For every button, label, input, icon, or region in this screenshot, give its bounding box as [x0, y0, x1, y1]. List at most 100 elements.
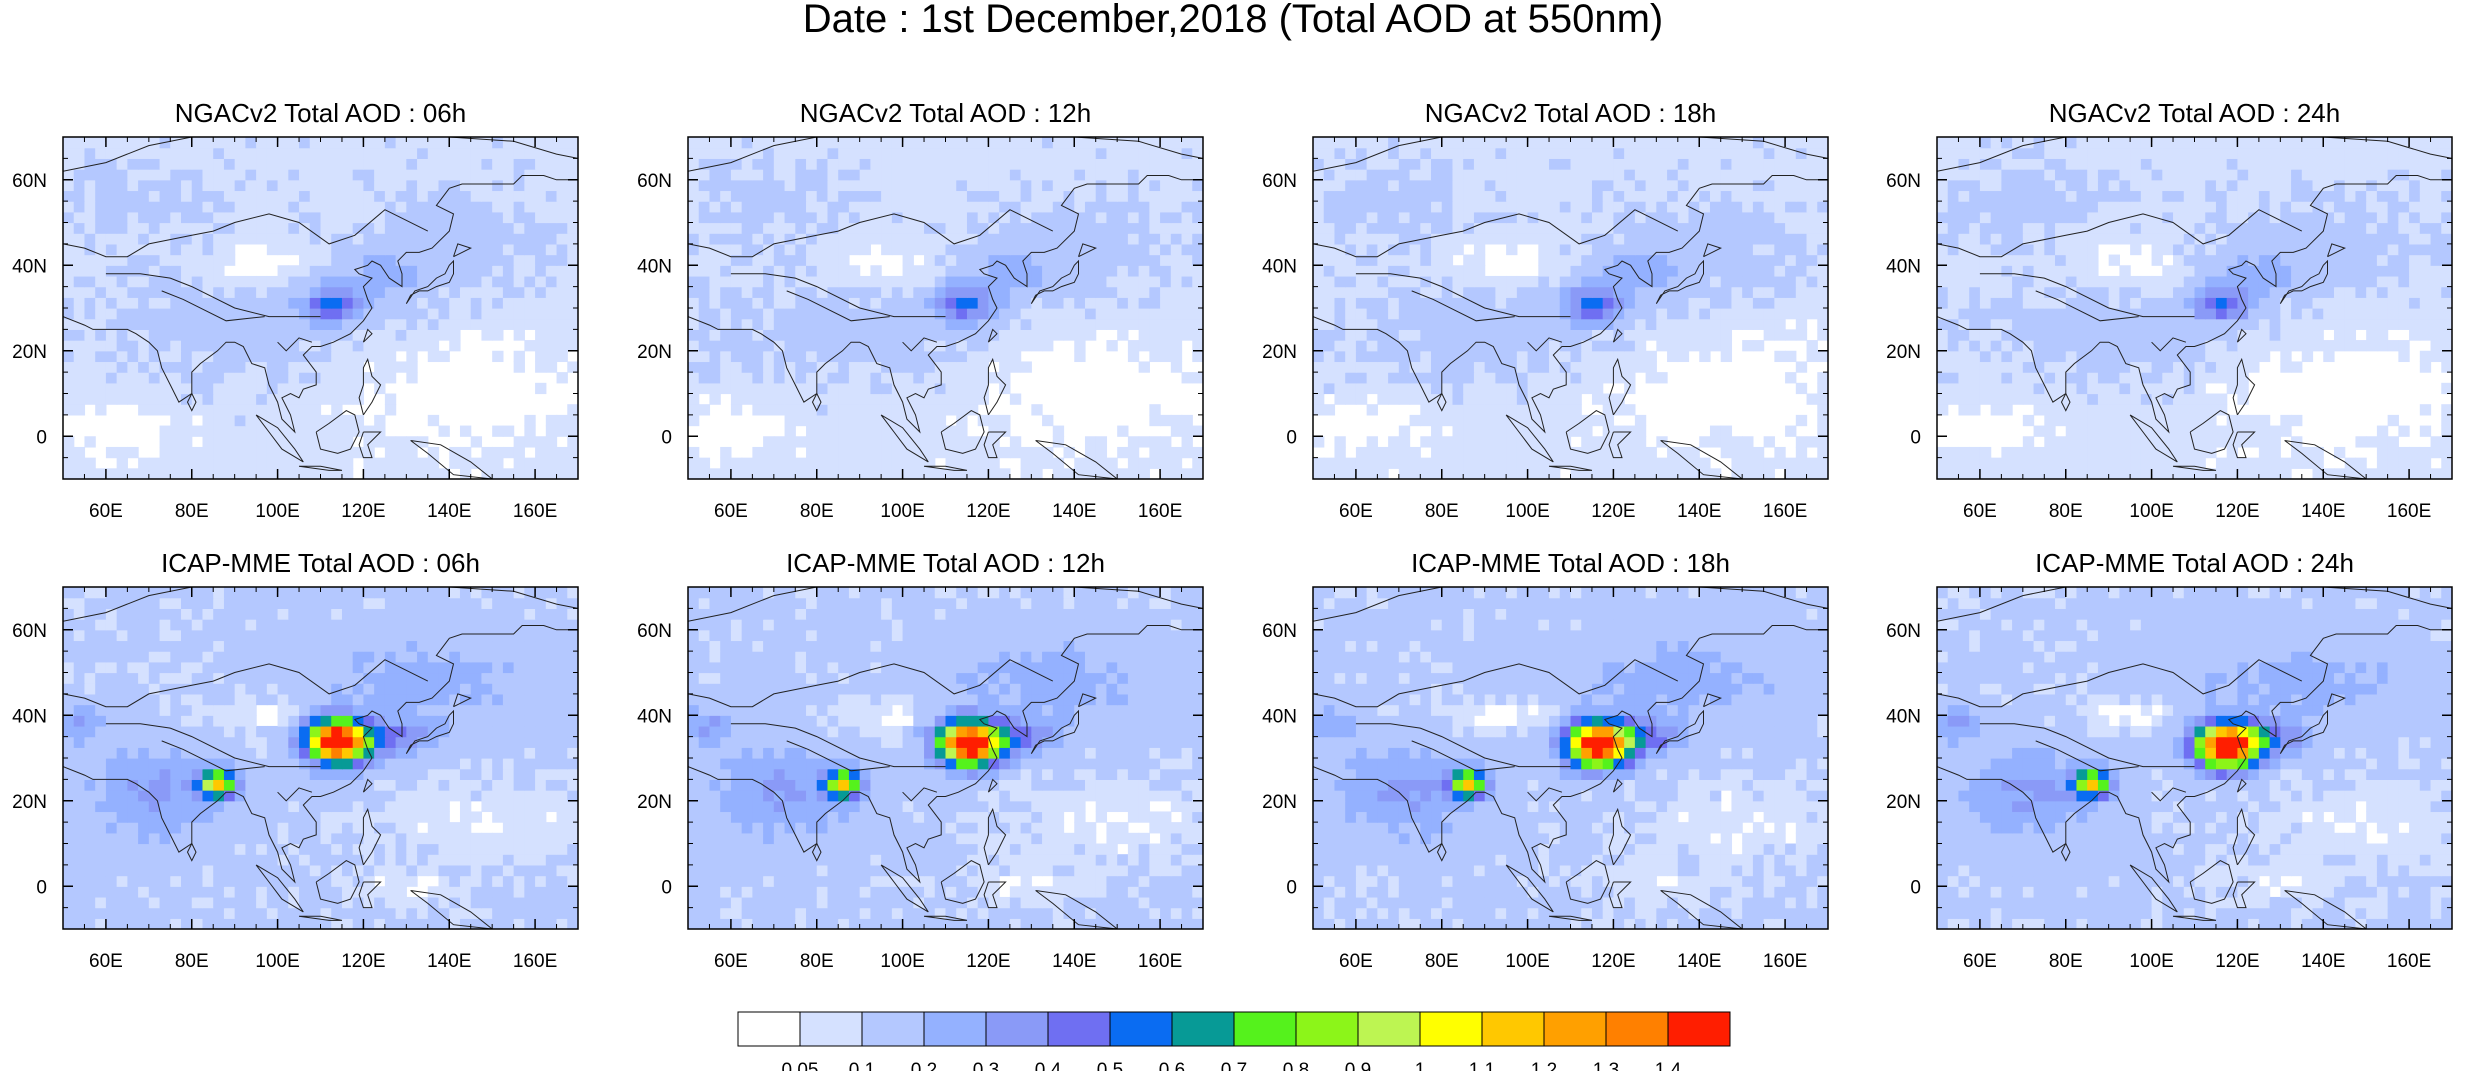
- colorbar-label: 0.3: [973, 1060, 999, 1071]
- lat-tick-label: 60N: [637, 621, 672, 642]
- lon-tick-label: 60E: [1339, 501, 1373, 522]
- panel-grid: NGACv2 Total AOD : 06h 60E 80E 100E 120E 140E…: [12, 98, 2453, 972]
- aod-field: [688, 137, 1203, 479]
- lat-tick-label: 40N: [637, 256, 672, 277]
- lon-tick-label: 140E: [427, 951, 471, 972]
- lon-tick-label: 160E: [1138, 501, 1182, 522]
- panel-title: ICAP-MME Total AOD : 24h: [2035, 548, 2354, 578]
- colorbar-label: 1: [1415, 1060, 1426, 1071]
- lon-tick-label: 60E: [89, 501, 123, 522]
- lon-tick-label: 60E: [714, 501, 748, 522]
- lat-tick-label: 20N: [1886, 342, 1921, 363]
- lat-tick-label: 60N: [1262, 171, 1297, 192]
- lat-tick-label: 20N: [1262, 342, 1297, 363]
- figure-title: Date : 1st December,2018 (Total AOD at 5…: [803, 0, 1663, 41]
- colorbar-swatch: [861, 1011, 925, 1047]
- colorbar-swatch: [737, 1011, 801, 1047]
- lon-tick-label: 120E: [2215, 951, 2259, 972]
- colorbar-swatch: [1419, 1011, 1483, 1047]
- map-panel: ICAP-MME Total AOD : 06h 60E 80E 100E 120E 14…: [12, 548, 579, 972]
- lon-tick-label: 120E: [341, 951, 385, 972]
- colorbar-label: 0.8: [1283, 1060, 1309, 1071]
- panel-title: NGACv2 Total AOD : 18h: [1425, 98, 1716, 128]
- panel-title: ICAP-MME Total AOD : 06h: [161, 548, 480, 578]
- colorbar-label: 1.3: [1593, 1060, 1619, 1071]
- map-panel: ICAP-MME Total AOD : 12h 60E 80E 100E 120E 14…: [637, 548, 1204, 972]
- coastlines: [1937, 587, 2452, 929]
- lon-tick-label: 100E: [880, 501, 924, 522]
- colorbar-swatch: [1047, 1011, 1111, 1047]
- lon-tick-label: 80E: [2049, 951, 2083, 972]
- lon-tick-label: 120E: [2215, 501, 2259, 522]
- aod-field: [1313, 137, 1828, 479]
- lat-tick-label: 20N: [637, 792, 672, 813]
- colorbar-swatch: [1357, 1011, 1421, 1047]
- lon-tick-label: 80E: [1425, 951, 1459, 972]
- lon-tick-label: 80E: [800, 951, 834, 972]
- lon-tick-label: 160E: [2387, 951, 2431, 972]
- lon-tick-label: 100E: [880, 951, 924, 972]
- lon-tick-label: 80E: [800, 501, 834, 522]
- panel-title: NGACv2 Total AOD : 06h: [175, 98, 466, 128]
- aod-field: [1937, 587, 2452, 929]
- lat-tick-label: 20N: [1886, 792, 1921, 813]
- lon-tick-label: 140E: [1052, 501, 1096, 522]
- colorbar-label: 1.1: [1469, 1060, 1495, 1071]
- colorbar-swatch: [1481, 1011, 1545, 1047]
- lon-tick-label: 120E: [1591, 951, 1635, 972]
- colorbar-swatch: [1171, 1011, 1235, 1047]
- colorbar-swatch: [1543, 1011, 1607, 1047]
- lon-tick-label: 140E: [1677, 501, 1721, 522]
- lat-tick-label: 20N: [637, 342, 672, 363]
- panel-title: NGACv2 Total AOD : 12h: [800, 98, 1091, 128]
- map-panel: NGACv2 Total AOD : 18h 60E 80E 100E 120E 140E…: [1262, 98, 1829, 522]
- lat-tick-label: 0: [36, 427, 47, 448]
- lon-tick-label: 80E: [1425, 501, 1459, 522]
- lat-tick-label: 0: [1910, 427, 1921, 448]
- lon-tick-label: 80E: [175, 951, 209, 972]
- map-panel: ICAP-MME Total AOD : 24h 60E 80E 100E 120E 14…: [1886, 548, 2453, 972]
- coastlines: [1313, 137, 1828, 479]
- coastlines: [688, 587, 1203, 929]
- colorbar-label: 0.05: [782, 1060, 819, 1071]
- colorbar-swatch: [923, 1011, 987, 1047]
- lon-tick-label: 100E: [255, 951, 299, 972]
- lon-tick-label: 160E: [513, 501, 557, 522]
- coastlines: [1937, 137, 2452, 479]
- colorbar-label: 0.5: [1097, 1060, 1123, 1071]
- lat-tick-label: 60N: [1886, 621, 1921, 642]
- lon-tick-label: 140E: [427, 501, 471, 522]
- aod-field: [1937, 137, 2452, 479]
- lat-tick-label: 60N: [637, 171, 672, 192]
- lon-tick-label: 160E: [1138, 951, 1182, 972]
- lat-tick-label: 0: [1286, 427, 1297, 448]
- colorbar-label: 0.4: [1035, 1060, 1062, 1071]
- coastlines: [63, 587, 578, 929]
- lat-tick-label: 20N: [1262, 792, 1297, 813]
- lon-tick-label: 100E: [1505, 951, 1549, 972]
- lon-tick-label: 140E: [2301, 951, 2345, 972]
- lat-tick-label: 60N: [12, 621, 47, 642]
- aod-field: [1313, 587, 1828, 929]
- lon-tick-label: 100E: [2129, 501, 2173, 522]
- colorbar-swatch: [1233, 1011, 1297, 1047]
- lat-tick-label: 40N: [1886, 706, 1921, 727]
- lat-tick-label: 60N: [12, 171, 47, 192]
- lat-tick-label: 40N: [1262, 706, 1297, 727]
- lat-tick-label: 40N: [12, 256, 47, 277]
- lat-tick-label: 20N: [12, 342, 47, 363]
- lon-tick-label: 100E: [1505, 501, 1549, 522]
- lon-tick-label: 140E: [1052, 951, 1096, 972]
- colorbar-swatch: [1667, 1011, 1731, 1047]
- colorbar: 0.05 0.1 0.2 0.3 0.4 0.5 0.6 0.7 0.8 0.9 1 1.1 1.2 1.…: [737, 1011, 1731, 1071]
- coastlines: [1313, 587, 1828, 929]
- lon-tick-label: 60E: [1963, 501, 1997, 522]
- lat-tick-label: 40N: [637, 706, 672, 727]
- colorbar-label: 1.4: [1655, 1060, 1682, 1071]
- lon-tick-label: 60E: [1339, 951, 1373, 972]
- lat-tick-label: 40N: [1262, 256, 1297, 277]
- panel-title: ICAP-MME Total AOD : 12h: [786, 548, 1105, 578]
- lat-tick-label: 0: [661, 877, 672, 898]
- colorbar-swatch: [1605, 1011, 1669, 1047]
